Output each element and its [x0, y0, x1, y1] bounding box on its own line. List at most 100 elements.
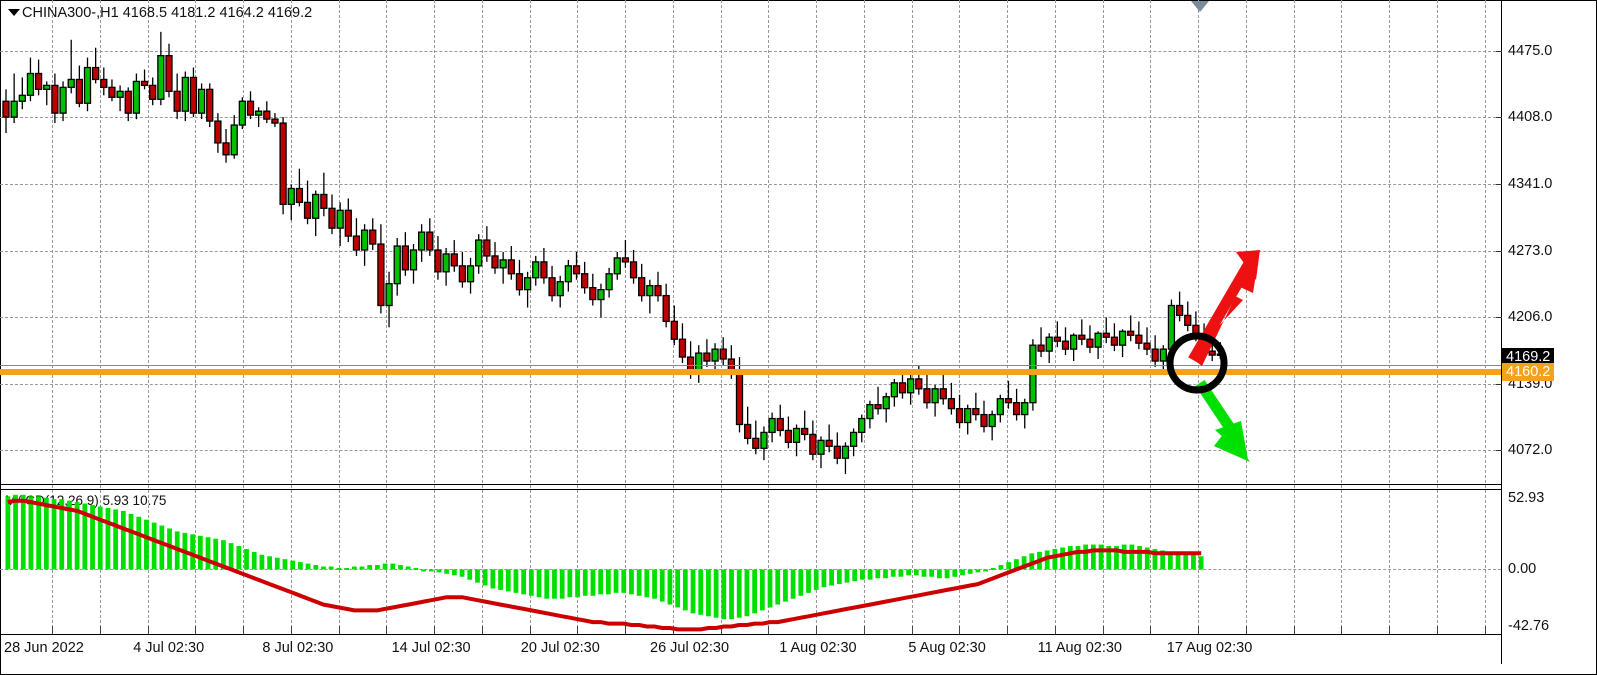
macd-histogram-bar	[736, 569, 742, 618]
macd-histogram-bar	[475, 569, 480, 583]
triangle-down-icon[interactable]	[8, 9, 20, 16]
macd-signal-line	[7, 498, 1202, 632]
macd-histogram-bar	[82, 503, 88, 570]
macd-histogram-bar	[490, 569, 496, 589]
macd-histogram-bar	[783, 569, 788, 602]
macd-histogram-bar	[806, 569, 811, 593]
macd-histogram-bar	[937, 569, 942, 579]
time-axis-label: 26 Jul 02:30	[650, 640, 730, 656]
macd-histogram-bar	[205, 537, 211, 570]
macd-histogram-bar	[652, 569, 657, 599]
macd-histogram-bar	[1183, 554, 1189, 570]
macd-histogram-bar	[405, 566, 411, 570]
current-price-line	[0, 365, 1501, 366]
candlestick	[1151, 335, 1159, 367]
macd-histogram-bar	[752, 569, 758, 614]
macd-histogram-bar	[359, 566, 365, 570]
time-axis-tick	[147, 626, 149, 634]
candlestick	[352, 218, 361, 256]
candlestick	[931, 384, 939, 417]
macd-histogram-bar	[667, 569, 673, 605]
macd-histogram-bar	[767, 569, 773, 608]
macd-histogram-bar	[590, 569, 596, 596]
candlestick	[426, 218, 434, 256]
candlestick	[67, 39, 75, 94]
macd-histogram-bar	[67, 500, 72, 570]
vertical-gridline	[1150, 0, 1152, 633]
macd-histogram-bar	[236, 546, 242, 570]
macd-histogram-bar	[1021, 556, 1027, 570]
macd-histogram-bar	[1106, 546, 1112, 570]
candlestick	[287, 184, 295, 221]
candlestick	[613, 251, 621, 280]
macd-histogram-bar	[274, 557, 280, 570]
vertical-gridline	[672, 0, 674, 633]
time-axis-tick	[1102, 626, 1104, 634]
time-axis-label: 28 Jun 2022	[4, 640, 84, 656]
vertical-gridline	[1102, 0, 1104, 633]
macd-histogram-bar	[375, 565, 380, 570]
macd-histogram-bar	[798, 569, 804, 596]
vertical-gridline	[338, 0, 340, 633]
macd-histogram-bar	[151, 522, 157, 570]
macd-histogram-bar	[459, 569, 465, 577]
macd-histogram-bar	[498, 569, 503, 590]
candlestick	[1086, 325, 1094, 354]
candlestick	[206, 83, 214, 128]
candlestick	[43, 81, 51, 106]
time-axis-label: 5 Aug 02:30	[908, 640, 986, 656]
time-axis-tick	[1245, 626, 1247, 634]
time-axis-tick	[720, 626, 722, 634]
time-axis-tick	[816, 626, 817, 634]
candlestick	[377, 224, 385, 314]
macd-histogram-bar	[1067, 546, 1073, 570]
macd-histogram-bar	[128, 513, 134, 570]
alert-price-line[interactable]	[0, 369, 1501, 375]
vertical-gridline	[720, 0, 722, 633]
candlestick	[507, 246, 515, 280]
candlestick	[662, 283, 670, 328]
macd-histogram-bar	[775, 569, 781, 605]
triangle-down-marker-icon[interactable]	[1191, 1, 1209, 12]
time-axis-tick	[434, 626, 435, 634]
macd-histogram-bar	[43, 497, 49, 570]
candlestick	[230, 115, 238, 159]
macd-histogram-bar	[1013, 559, 1019, 570]
candlestick	[434, 236, 442, 280]
candlestick	[369, 218, 377, 250]
price-axis-label: 4341.0	[1508, 175, 1553, 192]
time-axis-tick	[577, 626, 579, 634]
macd-histogram-bar	[1052, 548, 1058, 570]
vertical-gridline	[1054, 0, 1056, 633]
candlestick	[939, 374, 947, 405]
macd-histogram-bar	[1098, 544, 1104, 570]
candlestick	[165, 43, 173, 98]
time-axis-label: 17 Aug 02:30	[1166, 640, 1253, 656]
macd-histogram-bar	[567, 569, 573, 598]
vertical-gridline	[386, 0, 388, 633]
macd-histogram-bar	[251, 551, 257, 570]
candlestick	[393, 238, 401, 296]
macd-histogram-bar	[367, 565, 373, 570]
macd-histogram-bar	[144, 519, 149, 570]
macd-histogram-bar	[390, 563, 396, 570]
candlestick	[108, 79, 116, 102]
candlestick	[140, 69, 149, 90]
candlestick	[1045, 333, 1053, 364]
alert-price-badge[interactable]: 4160.2	[1502, 363, 1555, 381]
candlestick	[100, 67, 108, 96]
candlestick	[197, 83, 206, 120]
macd-histogram-bar	[659, 569, 665, 602]
price-axis-label: 4206.0	[1508, 309, 1553, 326]
candlestick	[1053, 321, 1061, 348]
macd-histogram-bar	[790, 569, 796, 599]
macd-histogram-bar	[813, 569, 819, 590]
candlestick	[442, 248, 450, 286]
candlestick	[581, 261, 589, 294]
macd-histogram-bar	[983, 569, 988, 572]
candlestick	[1135, 321, 1143, 350]
macd-histogram-bar	[821, 569, 827, 587]
candlestick	[988, 410, 996, 441]
macd-histogram-bar	[990, 567, 996, 570]
